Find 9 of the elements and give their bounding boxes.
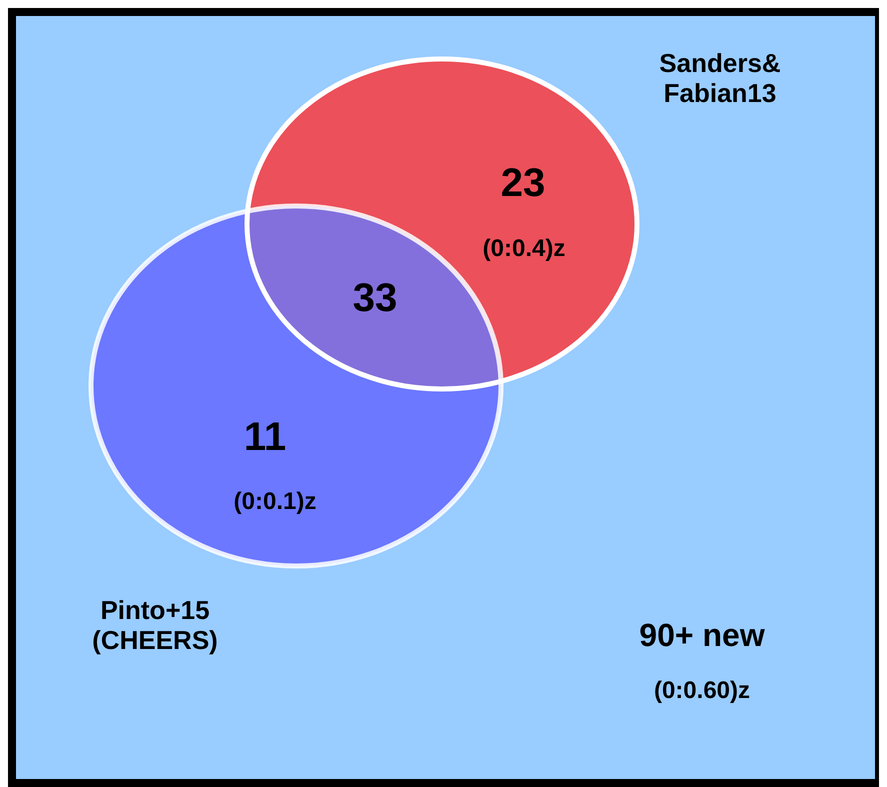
text: (0:0.4)z [482, 235, 566, 262]
data-label: 23 [500, 161, 546, 205]
text: 90+ new [639, 617, 765, 653]
text: Pinto+15 (CHEERS) [92, 595, 218, 655]
text: Sanders& Fabian13 [659, 48, 781, 108]
text: (0:0.60)z [654, 677, 750, 704]
text: (0:0.1)z [234, 488, 316, 515]
data-label: 33 [352, 276, 398, 320]
data-label: 11 [244, 415, 286, 459]
